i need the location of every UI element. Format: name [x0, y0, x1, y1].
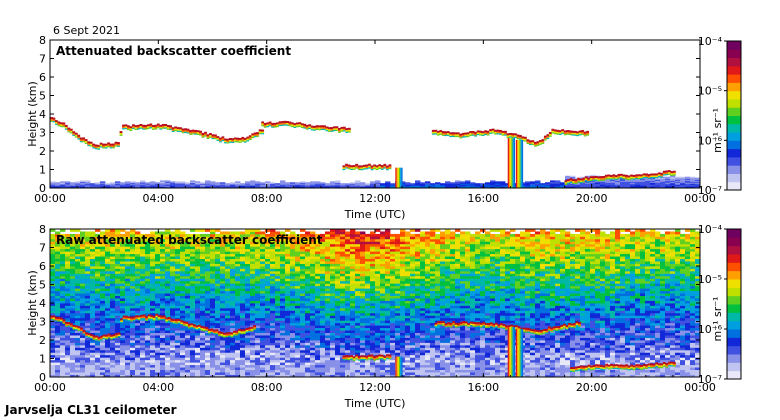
noise-field [50, 229, 700, 377]
y-axis-label: Height (km) [26, 81, 39, 147]
y-tick-label: 6 [39, 260, 46, 273]
y-tick-label: 1 [39, 164, 46, 177]
colorbar-tick-label: 10⁻⁴ [698, 223, 723, 236]
y-tick-label: 6 [39, 71, 46, 84]
colorbar-label: m⁻¹ sr⁻¹ [711, 108, 724, 153]
heatmap-area [50, 40, 700, 188]
x-tick-label: 00:00 [684, 192, 716, 205]
colorbar-tick-label: 10⁻⁷ [698, 184, 722, 197]
y-tick-label: 5 [39, 279, 46, 292]
date-label: 6 Sept 2021 [53, 24, 120, 37]
cloud-feature-2 [261, 120, 351, 133]
x-tick-label: 04:00 [142, 192, 174, 205]
colorbar-tick-label: 10⁻⁶ [698, 134, 723, 147]
y-tick-label: 8 [39, 34, 46, 47]
x-tick-label: 08:00 [251, 381, 283, 394]
x-tick-label: 20:00 [576, 381, 608, 394]
cloud-feature-3 [342, 163, 392, 171]
x-tick-label: 12:00 [359, 381, 391, 394]
colorbar-tick-label: 10⁻⁵ [698, 85, 722, 98]
x-tick-label: 20:00 [576, 192, 608, 205]
y-tick-label: 4 [39, 108, 46, 121]
cloud-feature-4 [570, 361, 676, 372]
y-tick-label: 2 [39, 145, 46, 158]
precip-streak-1 [395, 167, 403, 188]
x-tick-label: 00:00 [34, 381, 66, 394]
precip-streak-1 [395, 356, 403, 377]
y-tick-label: 5 [39, 90, 46, 103]
y-axis-label: Height (km) [26, 270, 39, 336]
x-tick-label: 00:00 [34, 192, 66, 205]
x-axis-label: Time (UTC) [344, 397, 406, 410]
precip-streak-3 [515, 328, 524, 377]
colorbar-tick-label: 10⁻⁴ [698, 35, 723, 48]
x-tick-label: 16:00 [467, 381, 499, 394]
colorbar-label: m⁻¹ sr⁻¹ [711, 297, 724, 342]
y-tick-label: 1 [39, 353, 46, 366]
y-tick-label: 2 [39, 334, 46, 347]
x-tick-label: 16:00 [467, 192, 499, 205]
cloud-feature-2 [342, 354, 392, 362]
y-tick-label: 4 [39, 297, 46, 310]
footer-label: Jarvselja CL31 ceilometer [4, 403, 177, 417]
y-tick-label: 7 [39, 242, 46, 255]
x-tick-label: 04:00 [142, 381, 174, 394]
cloud-feature-4 [431, 128, 590, 147]
y-axis-ticks: 0 1 2 3 4 5 6 7 8 [39, 223, 700, 384]
y-axis-ticks: 0 1 2 3 4 5 6 7 8 [39, 34, 700, 195]
precip-streak-2 [507, 327, 516, 377]
panel-title: Attenuated backscatter coefficient [56, 44, 291, 58]
y-tick-label: 3 [39, 316, 46, 329]
y-tick-label: 0 [39, 182, 46, 195]
colorbar-tick-label: 10⁻⁶ [698, 323, 723, 336]
x-axis-label: Time (UTC) [344, 208, 406, 221]
colorbar: 10⁻⁴ 10⁻⁵ 10⁻⁶ 10⁻⁷ m⁻¹ sr⁻¹ [698, 35, 742, 197]
x-tick-label: 00:00 [684, 381, 716, 394]
y-tick-label: 0 [39, 371, 46, 384]
cloud-feature-1 [50, 313, 256, 342]
cloud-feature-1 [50, 117, 265, 150]
y-tick-label: 3 [39, 127, 46, 140]
x-axis-ticks: 00:00 04:00 08:00 12:00 16:00 20:00 00:00 [34, 40, 716, 205]
heatmap-area [50, 229, 700, 377]
precip-streak-2 [507, 138, 516, 188]
precip-streak-3 [515, 139, 524, 188]
x-tick-label: 12:00 [359, 192, 391, 205]
colorbar: 10⁻⁴ 10⁻⁵ 10⁻⁶ 10⁻⁷ m⁻¹ sr⁻¹ [698, 223, 742, 386]
y-tick-label: 8 [39, 223, 46, 236]
y-tick-label: 7 [39, 53, 46, 66]
colorbar-tick-label: 10⁻⁵ [698, 273, 722, 286]
colorbar-tick-label: 10⁻⁷ [698, 373, 722, 386]
cloud-feature-5 [564, 170, 676, 185]
x-axis-ticks: 00:00 04:00 08:00 12:00 16:00 20:00 00:00 [34, 229, 716, 394]
panel-title: Raw attenuated backscatter coefficient [56, 233, 323, 247]
x-tick-label: 08:00 [251, 192, 283, 205]
